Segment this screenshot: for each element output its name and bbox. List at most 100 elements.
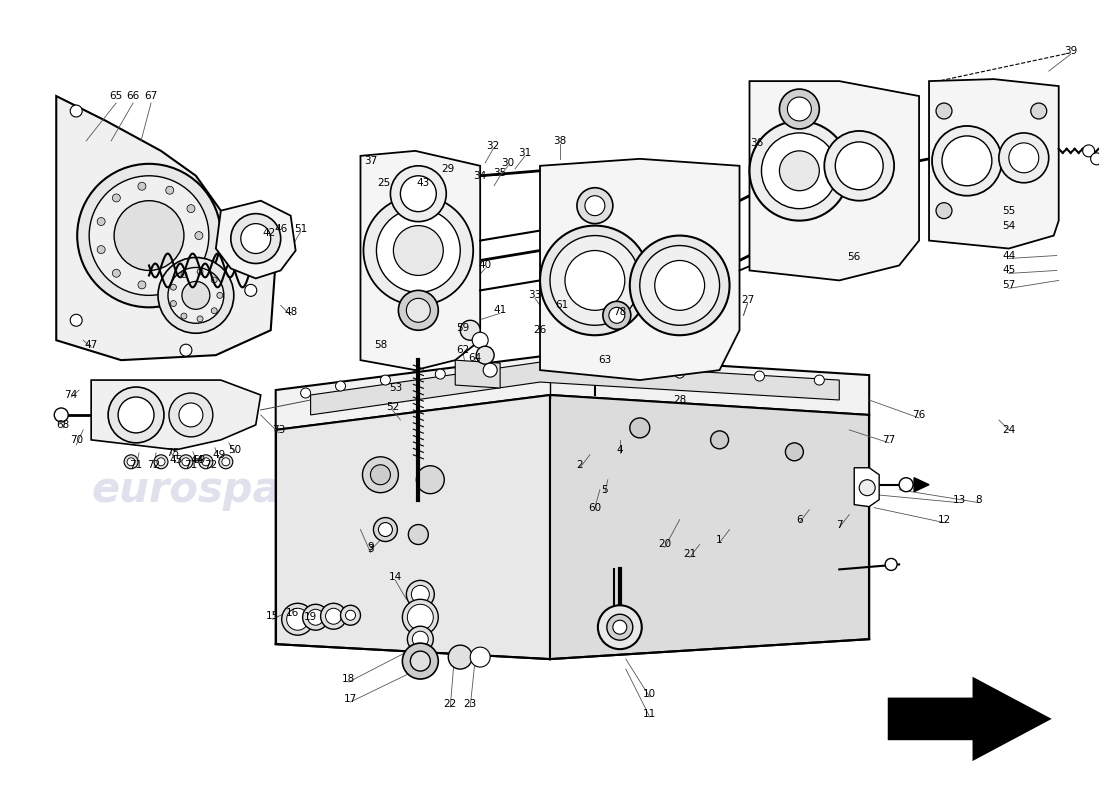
Text: 71: 71 <box>185 460 198 470</box>
Circle shape <box>613 620 627 634</box>
Text: 61: 61 <box>556 300 569 310</box>
Text: 50: 50 <box>228 445 241 455</box>
Circle shape <box>585 196 605 216</box>
Text: 33: 33 <box>528 290 541 300</box>
Text: 67: 67 <box>144 91 157 101</box>
Circle shape <box>112 194 120 202</box>
Circle shape <box>398 290 438 330</box>
Circle shape <box>483 363 497 377</box>
Text: 51: 51 <box>294 223 307 234</box>
Circle shape <box>217 292 223 298</box>
Circle shape <box>128 458 135 466</box>
Polygon shape <box>310 362 839 415</box>
Polygon shape <box>216 201 296 278</box>
Circle shape <box>576 188 613 224</box>
Circle shape <box>936 202 952 218</box>
Text: 72: 72 <box>147 460 161 470</box>
Text: 39: 39 <box>1064 46 1077 56</box>
Circle shape <box>371 465 390 485</box>
Text: 64: 64 <box>469 353 482 363</box>
Circle shape <box>411 586 429 603</box>
Circle shape <box>199 455 213 469</box>
Circle shape <box>476 346 494 364</box>
Circle shape <box>211 308 217 314</box>
Text: 4: 4 <box>616 445 623 455</box>
Circle shape <box>187 258 195 266</box>
Text: 14: 14 <box>388 572 401 582</box>
Text: 73: 73 <box>272 425 285 435</box>
Text: 59: 59 <box>456 323 470 334</box>
Text: 20: 20 <box>658 539 671 550</box>
Circle shape <box>97 218 106 226</box>
Circle shape <box>154 455 168 469</box>
Text: 66: 66 <box>126 91 140 101</box>
Text: 37: 37 <box>364 156 377 166</box>
Text: 7: 7 <box>836 519 843 530</box>
Text: 17: 17 <box>344 694 358 704</box>
Text: 12: 12 <box>937 514 950 525</box>
Circle shape <box>157 458 165 466</box>
Circle shape <box>202 458 210 466</box>
Text: 27: 27 <box>741 295 755 306</box>
Circle shape <box>408 525 428 545</box>
Text: 9: 9 <box>367 542 374 553</box>
Circle shape <box>180 344 191 356</box>
Circle shape <box>999 133 1048 182</box>
Circle shape <box>899 478 913 492</box>
Circle shape <box>231 214 280 263</box>
Circle shape <box>282 603 314 635</box>
Circle shape <box>158 258 234 334</box>
Circle shape <box>336 381 345 391</box>
Text: 11: 11 <box>644 709 657 719</box>
Text: 44: 44 <box>190 454 204 465</box>
Circle shape <box>780 89 820 129</box>
Circle shape <box>394 226 443 275</box>
Circle shape <box>565 250 625 310</box>
Circle shape <box>373 518 397 542</box>
Polygon shape <box>56 96 276 360</box>
Circle shape <box>761 133 837 209</box>
Circle shape <box>124 455 138 469</box>
Circle shape <box>416 466 444 494</box>
Circle shape <box>654 261 705 310</box>
Circle shape <box>241 224 271 254</box>
Circle shape <box>376 209 460 292</box>
Text: 38: 38 <box>553 136 566 146</box>
Text: 45: 45 <box>169 454 183 465</box>
Circle shape <box>170 284 176 290</box>
Circle shape <box>363 457 398 493</box>
Text: 2: 2 <box>576 460 583 470</box>
Text: 10: 10 <box>644 689 657 699</box>
Text: 52: 52 <box>386 402 399 412</box>
Circle shape <box>932 126 1002 196</box>
Text: 46: 46 <box>274 223 287 234</box>
Text: 74: 74 <box>65 390 78 400</box>
Text: 24: 24 <box>1002 425 1015 435</box>
Circle shape <box>711 431 728 449</box>
Circle shape <box>942 136 992 186</box>
Circle shape <box>410 651 430 671</box>
Text: 77: 77 <box>882 435 895 445</box>
Circle shape <box>403 599 438 635</box>
Text: 22: 22 <box>443 699 456 709</box>
Circle shape <box>112 270 120 278</box>
Text: 30: 30 <box>502 158 515 168</box>
Text: 26: 26 <box>534 326 547 335</box>
Circle shape <box>89 176 209 295</box>
Circle shape <box>550 235 640 326</box>
Circle shape <box>785 443 803 461</box>
Circle shape <box>77 164 221 307</box>
Circle shape <box>187 205 195 213</box>
Text: 3: 3 <box>367 545 374 554</box>
Circle shape <box>936 103 952 119</box>
Text: 65: 65 <box>110 91 123 101</box>
Circle shape <box>607 614 632 640</box>
Circle shape <box>540 226 650 335</box>
Circle shape <box>108 387 164 443</box>
Text: 47: 47 <box>85 340 98 350</box>
Circle shape <box>470 647 491 667</box>
Circle shape <box>824 131 894 201</box>
Text: 36: 36 <box>750 138 763 148</box>
Circle shape <box>222 458 230 466</box>
Text: 53: 53 <box>388 383 401 393</box>
